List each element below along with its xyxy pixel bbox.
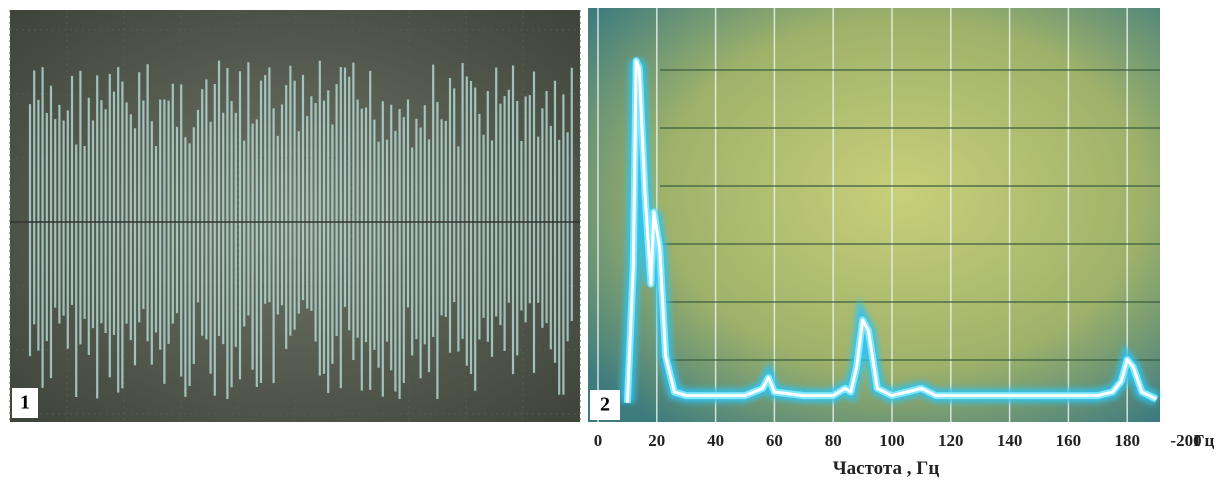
- panel-label-box: [12, 388, 38, 418]
- x-unit: Гц: [1194, 431, 1215, 450]
- x-tick-label: 180: [1114, 431, 1140, 450]
- waveform: [9, 10, 581, 422]
- panel-label-box: [590, 390, 620, 420]
- trace-core: [625, 59, 1158, 403]
- x-tick-label: 160: [1056, 431, 1082, 450]
- x-axis-title: Частота , Гц: [833, 458, 940, 479]
- graticule: [597, 8, 1160, 422]
- oscillogram-panel: 1: [9, 10, 581, 422]
- x-tick-label: 140: [997, 431, 1023, 450]
- x-tick-label: 80: [825, 431, 842, 450]
- panel-label: 2: [600, 394, 610, 416]
- x-tick-label: 40: [707, 431, 724, 450]
- spectrum-panel: 2: [588, 8, 1160, 422]
- x-tick-label: -200: [1170, 431, 1201, 450]
- x-tick-label: 120: [938, 431, 964, 450]
- x-tick-label: 100: [879, 431, 905, 450]
- x-axis: 0 20 40 60 80 100 120 140 160 180 -200: [594, 431, 1202, 450]
- x-tick-label: 0: [594, 431, 603, 450]
- x-tick-label: 20: [648, 431, 665, 450]
- x-tick-label: 60: [766, 431, 783, 450]
- panel-label: 1: [20, 392, 30, 414]
- spectrum-trace: [620, 57, 1160, 406]
